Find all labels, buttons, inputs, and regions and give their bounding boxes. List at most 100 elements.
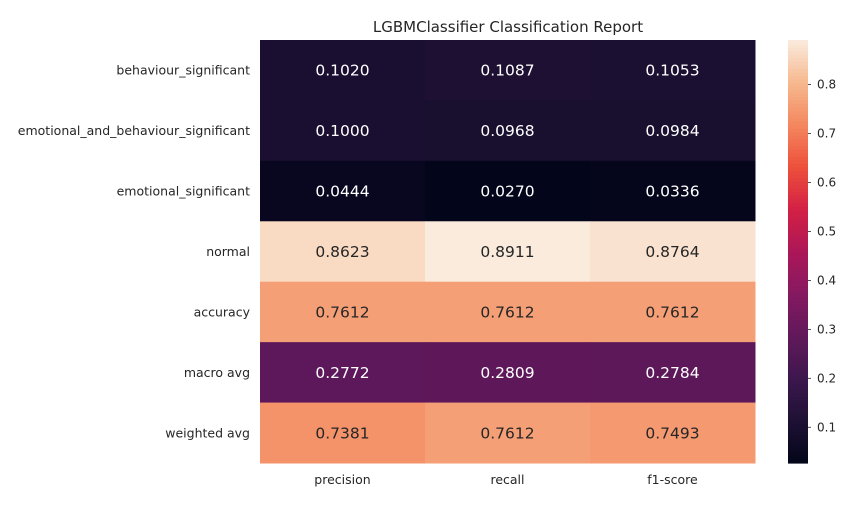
cell-value-label: 0.7612 <box>480 424 534 442</box>
colorbar-segment <box>788 307 808 313</box>
heatmap-cell <box>590 342 756 404</box>
colorbar: 0.1 0.2 0.3 0.4 0.5 0.6 0.7 0.8 <box>788 40 836 464</box>
colorbar-segment <box>788 332 808 337</box>
heatmap-cell <box>260 100 426 162</box>
colorbar-tick-label: 0.3 <box>817 322 836 336</box>
colorbar-segment <box>788 329 808 334</box>
colorbar-tick-label: 0.7 <box>817 127 836 141</box>
colorbar-segment <box>788 244 808 249</box>
colorbar-segment <box>788 392 808 397</box>
cell-value-label: 0.7612 <box>645 303 699 321</box>
row-label: emotional_significant <box>117 184 250 199</box>
heatmap-cell <box>590 160 756 222</box>
colorbar-segment <box>788 339 808 344</box>
colorbar-segment <box>788 431 808 436</box>
column-label: recall <box>490 472 524 487</box>
colorbar-segment <box>788 290 808 295</box>
colorbar-segment <box>788 40 808 45</box>
colorbar-segment <box>788 325 808 330</box>
colorbar-tick-label: 0.2 <box>817 371 836 385</box>
colorbar-segment <box>788 205 808 210</box>
colorbar-segment <box>788 124 808 129</box>
row-label: normal <box>206 244 250 259</box>
colorbar-segment <box>788 96 808 101</box>
colorbar-segment <box>788 399 808 404</box>
colorbar-segment <box>788 152 808 157</box>
heatmap-cell <box>260 40 426 101</box>
colorbar-segment <box>788 300 808 305</box>
chart-title: LGBMClassifier Classification Report <box>373 18 643 36</box>
colorbar-segment <box>788 92 808 97</box>
colorbar-segment <box>788 216 808 221</box>
colorbar-segment <box>788 110 808 115</box>
colorbar-segment <box>788 71 808 76</box>
cell-value-label: 0.2784 <box>645 364 699 382</box>
colorbar-segment <box>788 223 808 228</box>
colorbar-segment <box>788 367 808 372</box>
cell-value-label: 0.0968 <box>480 122 534 140</box>
colorbar-segment <box>788 269 808 274</box>
colorbar-segment <box>788 311 808 316</box>
colorbar-segment <box>788 434 808 439</box>
column-label: precision <box>314 472 370 487</box>
colorbar-segment <box>788 388 808 394</box>
colorbar-segment <box>788 283 808 288</box>
colorbar-segment <box>788 82 808 87</box>
colorbar-segment <box>788 286 808 291</box>
cell-value-label: 0.8911 <box>480 243 534 261</box>
colorbar-segment <box>788 265 808 270</box>
colorbar-segment <box>788 61 808 66</box>
colorbar-segment <box>788 188 808 193</box>
heatmap-cell <box>260 160 426 222</box>
colorbar-segment <box>788 297 808 302</box>
colorbar-tick-label: 0.1 <box>817 420 836 434</box>
colorbar-segment <box>788 173 808 179</box>
colorbar-segment <box>788 47 808 52</box>
colorbar-segment <box>788 117 808 122</box>
colorbar-segment <box>788 445 808 450</box>
colorbar-segment <box>788 209 808 214</box>
colorbar-segment <box>788 427 808 432</box>
colorbar-segment <box>788 406 808 411</box>
colorbar-segment <box>788 417 808 422</box>
heatmap-cell <box>260 281 426 343</box>
colorbar-segment <box>788 138 808 143</box>
cell-value-label: 0.0444 <box>315 183 369 201</box>
colorbar-segment <box>788 251 808 256</box>
cell-value-label: 0.0984 <box>645 122 699 140</box>
heatmap-cell <box>425 160 591 222</box>
colorbar-segment <box>788 114 808 119</box>
colorbar-segment <box>788 258 808 263</box>
colorbar-segment <box>788 57 808 62</box>
row-label: behaviour_significant <box>116 63 250 78</box>
colorbar-segment <box>788 357 808 362</box>
colorbar-segment <box>788 198 808 203</box>
colorbar-segment <box>788 163 808 168</box>
colorbar-segment <box>788 353 808 358</box>
cell-value-label: 0.2772 <box>315 364 369 382</box>
colorbar-segment <box>788 128 808 133</box>
heatmap-cell <box>425 40 591 101</box>
colorbar-tick-label: 0.5 <box>817 224 836 238</box>
heatmap-cell <box>260 402 426 464</box>
heatmap-cell <box>590 221 756 283</box>
colorbar-segment <box>788 441 808 446</box>
colorbar-segment <box>788 142 808 147</box>
cell-value-label: 0.7381 <box>315 424 369 442</box>
colorbar-segment <box>788 43 808 48</box>
colorbar-segment <box>788 64 808 69</box>
colorbar-segment <box>788 226 808 231</box>
heatmap-cell <box>425 221 591 283</box>
colorbar-segment <box>788 255 808 260</box>
heatmap-cell <box>260 221 426 283</box>
colorbar-segment <box>788 360 808 365</box>
colorbar-segment <box>788 262 808 267</box>
heatmap-cell <box>425 100 591 162</box>
colorbar-segment <box>788 374 808 379</box>
heatmap-cell <box>425 342 591 404</box>
colorbar-segment <box>788 396 808 401</box>
colorbar-segment <box>788 371 808 376</box>
colorbar-segment <box>788 103 808 108</box>
colorbar-segment <box>788 336 808 341</box>
colorbar-segment <box>788 166 808 172</box>
